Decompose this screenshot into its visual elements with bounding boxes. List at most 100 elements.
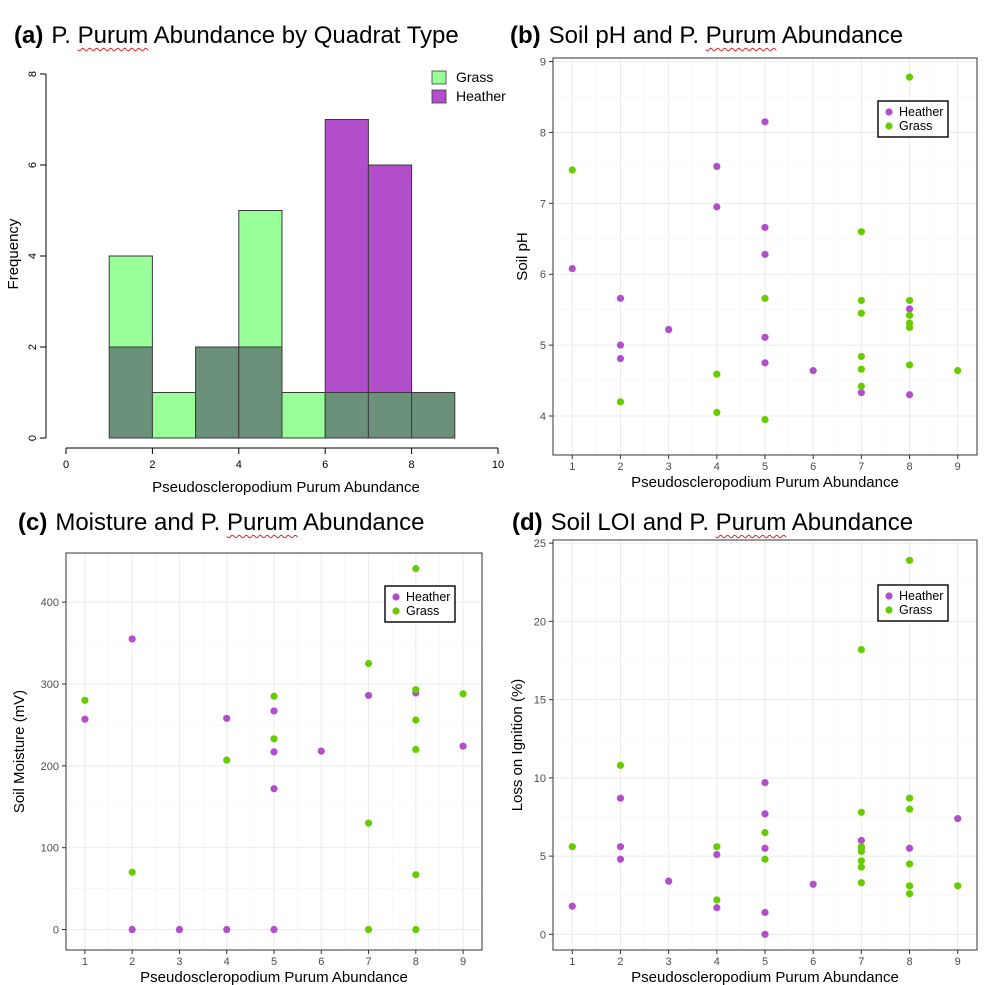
moisture-point-grass xyxy=(364,659,373,668)
moisture-point-grass xyxy=(270,692,278,700)
loi-point-heather xyxy=(761,810,769,818)
panel-b-letter: (b) xyxy=(510,22,541,49)
loi-point-heather xyxy=(761,844,769,852)
loi-point-heather xyxy=(665,877,673,885)
loi-y-tick-label: 20 xyxy=(534,616,546,628)
panel-c-title-squiggle: Purum xyxy=(227,509,298,536)
ph-point-heather xyxy=(761,359,769,367)
bar-grass-bin-2 xyxy=(151,392,197,439)
loi-x-tick-label: 8 xyxy=(906,956,912,968)
moisture-legend-label-heather: Heather xyxy=(406,590,450,604)
loi-y-tick-label: 5 xyxy=(540,851,546,863)
loi-point-heather xyxy=(761,908,769,917)
ph-y-tick-label: 7 xyxy=(540,198,546,210)
ph-point-grass xyxy=(954,367,962,375)
ph-point-heather xyxy=(616,341,625,349)
panel-b-title: (b) Soil pH and P. Purum Abundance xyxy=(510,22,903,50)
panel-b-title-squiggle: Purum xyxy=(705,22,777,49)
moisture-point-heather xyxy=(128,635,136,643)
y-tick-label: 2 xyxy=(27,344,39,350)
moisture-point-grass xyxy=(412,925,420,934)
moisture-point-grass xyxy=(270,735,278,743)
ph-x-tick-label: 6 xyxy=(810,461,816,473)
loi-point-heather xyxy=(616,794,625,802)
moisture-point-grass xyxy=(412,871,420,879)
loi-y-axis-title: Loss on Ignition (%) xyxy=(509,679,526,812)
x-tick-label: 4 xyxy=(236,459,242,471)
loi-point-heather xyxy=(568,902,576,910)
loi-legend-box xyxy=(877,584,949,622)
ph-point-grass xyxy=(761,415,769,424)
panel-a-title-pre: P. xyxy=(51,22,78,49)
ph-legend-box xyxy=(877,100,949,138)
ph-point-grass xyxy=(857,296,865,305)
bar-heather-bin-6 xyxy=(324,119,369,393)
ph-point-heather xyxy=(568,264,576,273)
panel-c-letter: (c) xyxy=(18,509,48,536)
moisture-y-tick-label: 400 xyxy=(41,597,59,609)
moisture-legend-key-heather xyxy=(392,593,400,601)
legend-swatch-grass xyxy=(431,70,447,85)
moisture-point-heather xyxy=(128,925,136,934)
loi-point-grass xyxy=(616,761,625,769)
moisture-point-heather xyxy=(81,715,89,723)
moisture-point-heather xyxy=(270,707,278,715)
panel-a-letter: (a) xyxy=(14,22,44,49)
legend-label-grass: Grass xyxy=(456,69,493,85)
loi-point-grass xyxy=(857,808,865,816)
panel-a-title: (a) P. Purum Abundance by Quadrat Type xyxy=(14,22,459,50)
moisture-y-tick-label: 200 xyxy=(41,761,59,773)
ph-x-tick-label: 5 xyxy=(762,461,768,473)
ph-legend-key-grass xyxy=(885,122,893,130)
panel-d-title: (d) Soil LOI and P. Purum Abundance xyxy=(512,509,913,537)
loi-point-grass xyxy=(857,645,865,654)
ph-point-grass xyxy=(761,294,769,302)
loi-point-heather xyxy=(905,844,914,852)
moisture-point-grass xyxy=(364,925,373,934)
loi-x-tick-label: 3 xyxy=(666,956,672,968)
loi-legend-label-heather: Heather xyxy=(899,589,943,603)
loi-x-tick-label: 4 xyxy=(714,956,720,968)
legend-swatch-heather xyxy=(431,89,447,104)
ph-y-tick-label: 9 xyxy=(540,57,546,69)
ph-point-heather xyxy=(905,305,914,313)
ph-point-grass xyxy=(905,323,914,331)
y-tick-label: 8 xyxy=(27,71,39,77)
moisture-x-tick-label: 4 xyxy=(224,956,230,968)
ph-point-heather xyxy=(713,162,721,171)
loi-point-heather xyxy=(954,814,962,823)
loi-x-tick-label: 1 xyxy=(569,956,575,968)
loi-x-tick-label: 2 xyxy=(617,956,623,968)
moisture-y-tick-label: 0 xyxy=(53,925,59,937)
loi-point-heather xyxy=(857,836,865,845)
ph-point-grass xyxy=(905,73,914,81)
loi-y-tick-label: 25 xyxy=(534,538,546,550)
loi-legend-label-grass: Grass xyxy=(899,603,932,617)
moisture-point-grass xyxy=(128,868,136,876)
loi-point-grass xyxy=(905,882,914,890)
y-tick-label: 6 xyxy=(27,162,39,168)
ph-point-heather xyxy=(665,325,673,334)
loi-x-axis-title: Pseudoscleropodium Purum Abundance xyxy=(631,969,899,985)
ph-x-tick-label: 3 xyxy=(666,461,672,473)
loi-y-tick-label: 0 xyxy=(540,929,546,941)
moisture-point-grass xyxy=(412,745,420,754)
moisture-x-tick-label: 5 xyxy=(271,956,277,968)
ph-point-grass xyxy=(857,228,865,236)
loi-point-grass xyxy=(905,860,914,868)
moisture-point-heather xyxy=(175,925,184,934)
ph-x-tick-label: 4 xyxy=(714,461,720,473)
loi-point-heather xyxy=(713,904,721,912)
ph-point-grass xyxy=(905,311,914,319)
ph-point-grass xyxy=(568,166,576,174)
moisture-x-tick-label: 3 xyxy=(176,956,182,968)
ph-legend-label-heather: Heather xyxy=(899,105,943,119)
moisture-y-tick-label: 100 xyxy=(41,843,59,855)
moisture-x-tick-label: 6 xyxy=(318,956,324,968)
bar-overlap-bin-3 xyxy=(195,346,240,439)
ph-point-heather xyxy=(713,203,721,211)
panel-b-title-pre: Soil pH and P. xyxy=(548,22,706,49)
loi-point-heather xyxy=(761,778,769,787)
ph-point-grass xyxy=(857,352,865,361)
